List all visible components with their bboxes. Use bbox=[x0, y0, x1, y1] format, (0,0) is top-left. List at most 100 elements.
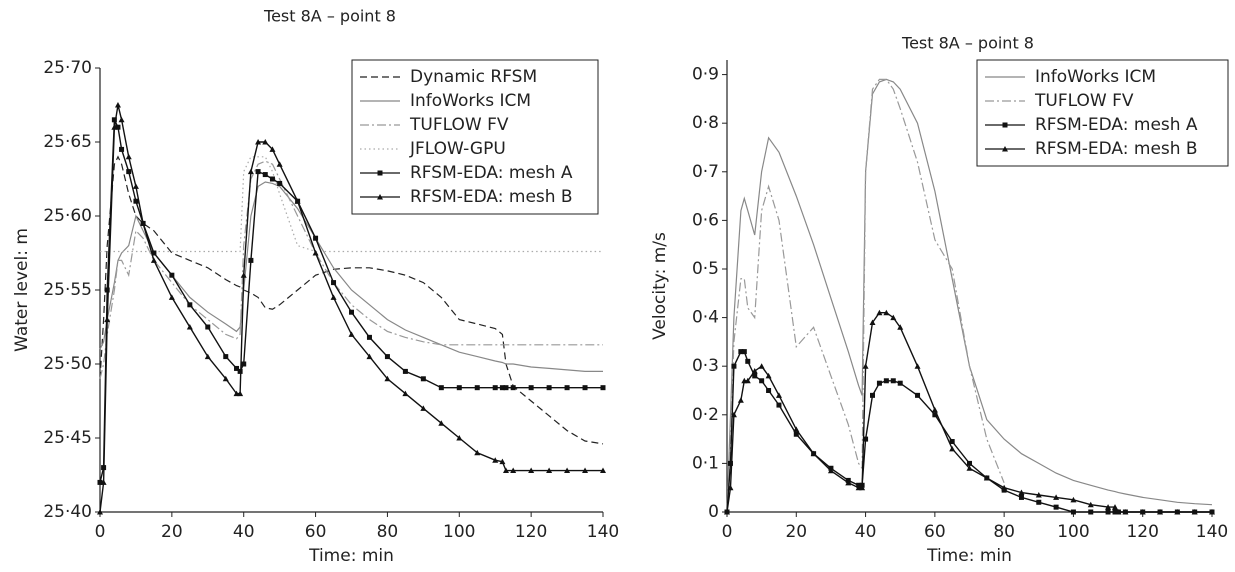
marker bbox=[111, 124, 118, 130]
legend-label: TUFLOW FV bbox=[1034, 91, 1134, 111]
marker bbox=[125, 153, 132, 160]
marker bbox=[1105, 504, 1112, 510]
legend-label: Dynamic RFSM bbox=[410, 67, 537, 87]
legend-label: RFSM-EDA: mesh B bbox=[410, 187, 573, 207]
marker bbox=[402, 390, 409, 397]
series-line bbox=[99, 160, 603, 379]
marker bbox=[932, 412, 938, 418]
marker bbox=[983, 474, 990, 481]
marker bbox=[1115, 509, 1122, 515]
series-line bbox=[99, 155, 604, 445]
x-tick-label: 20 bbox=[161, 522, 183, 542]
x-tick-label: 120 bbox=[1126, 522, 1158, 542]
marker bbox=[546, 467, 553, 474]
marker bbox=[1139, 509, 1146, 515]
marker bbox=[600, 385, 606, 391]
marker bbox=[1002, 146, 1008, 152]
x-tick-label: 40 bbox=[233, 522, 255, 542]
marker bbox=[277, 180, 283, 186]
marker bbox=[876, 309, 883, 316]
marker bbox=[119, 146, 125, 152]
marker bbox=[330, 294, 337, 300]
marker bbox=[438, 385, 444, 391]
y-axis-label: Water level: m bbox=[12, 228, 32, 352]
marker bbox=[247, 168, 254, 175]
marker bbox=[744, 377, 751, 384]
marker bbox=[502, 467, 509, 474]
marker bbox=[564, 385, 570, 391]
marker bbox=[140, 220, 147, 226]
marker bbox=[1157, 509, 1164, 515]
legend-label: JFLOW-GPU bbox=[409, 139, 506, 159]
series-line bbox=[726, 350, 1212, 513]
marker bbox=[97, 479, 103, 485]
marker bbox=[776, 402, 782, 408]
marker bbox=[474, 385, 480, 391]
marker bbox=[931, 406, 938, 413]
marker bbox=[223, 354, 229, 360]
marker bbox=[104, 316, 111, 323]
legend-label: TUFLOW FV bbox=[409, 115, 509, 135]
legend-label: RFSM-EDA: mesh A bbox=[1035, 115, 1198, 135]
y-tick-label: 25·65 bbox=[43, 132, 92, 152]
marker bbox=[883, 309, 890, 316]
marker bbox=[1001, 484, 1008, 491]
marker bbox=[582, 467, 589, 474]
marker bbox=[1053, 494, 1060, 500]
marker bbox=[600, 467, 606, 474]
series-line bbox=[726, 78, 1005, 513]
marker bbox=[949, 445, 956, 452]
chart-title: Test 8A – point 8 bbox=[263, 7, 396, 26]
marker bbox=[312, 250, 319, 256]
marker bbox=[766, 387, 772, 393]
marker bbox=[1053, 504, 1059, 510]
marker bbox=[499, 458, 506, 465]
marker bbox=[883, 378, 889, 384]
y-tick-label: 25·45 bbox=[43, 428, 92, 448]
marker bbox=[1070, 509, 1076, 515]
marker bbox=[765, 372, 772, 379]
marker bbox=[1070, 496, 1077, 503]
marker bbox=[420, 405, 427, 411]
y-tick-label: 0·2 bbox=[692, 405, 719, 425]
marker bbox=[262, 172, 268, 178]
marker bbox=[741, 349, 747, 355]
y-tick-label: 0·9 bbox=[692, 65, 719, 85]
y-tick-label: 25·60 bbox=[43, 206, 92, 226]
marker bbox=[187, 302, 193, 308]
marker bbox=[793, 431, 799, 437]
x-tick-label: 100 bbox=[443, 522, 475, 542]
marker bbox=[738, 349, 744, 355]
marker bbox=[724, 509, 730, 515]
y-tick-label: 0·7 bbox=[692, 162, 719, 182]
marker bbox=[222, 375, 229, 382]
marker bbox=[114, 102, 121, 108]
marker bbox=[237, 390, 244, 397]
x-tick-label: 20 bbox=[785, 522, 807, 542]
y-tick-label: 0·1 bbox=[692, 453, 719, 473]
marker bbox=[255, 169, 261, 175]
x-tick-label: 80 bbox=[993, 522, 1015, 542]
marker bbox=[758, 363, 765, 369]
marker bbox=[126, 169, 132, 175]
series-line bbox=[100, 156, 603, 253]
marker bbox=[897, 324, 904, 330]
legend-box bbox=[351, 59, 599, 215]
marker bbox=[100, 479, 107, 485]
x-tick-label: 60 bbox=[305, 522, 327, 542]
marker bbox=[752, 373, 758, 379]
marker bbox=[1018, 494, 1024, 500]
legend-label: RFSM-EDA: mesh A bbox=[410, 163, 573, 183]
marker bbox=[869, 319, 876, 325]
marker bbox=[262, 139, 269, 145]
marker bbox=[248, 257, 254, 263]
marker bbox=[528, 385, 534, 391]
chart-title: Test 8A – point 8 bbox=[901, 34, 1034, 53]
marker bbox=[810, 450, 817, 457]
marker bbox=[1018, 489, 1025, 496]
x-axis-label: Time: min bbox=[926, 546, 1012, 566]
marker bbox=[727, 484, 734, 491]
marker bbox=[204, 353, 211, 360]
marker bbox=[1122, 509, 1129, 515]
